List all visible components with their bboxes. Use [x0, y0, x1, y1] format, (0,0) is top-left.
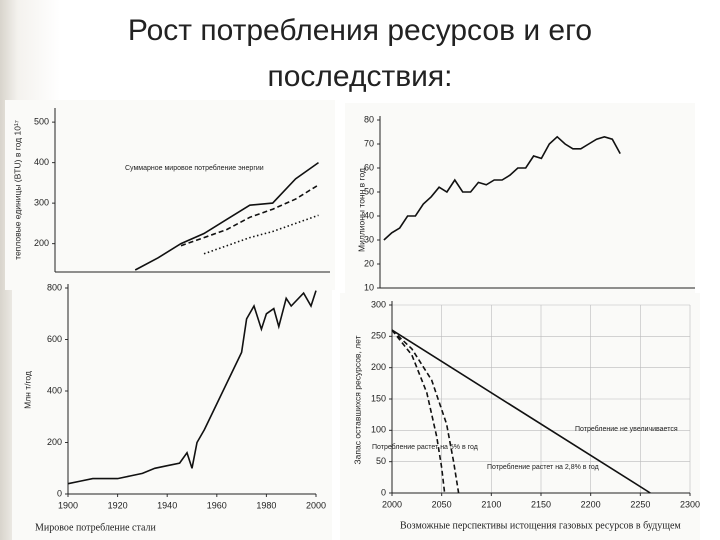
data-line — [391, 329, 651, 494]
x-tick-label: 2250 — [630, 499, 650, 509]
data-line — [67, 290, 317, 485]
chart-background — [345, 103, 695, 295]
y-tick-label: 800 — [47, 282, 62, 292]
x-tick-label: 2300 — [680, 499, 700, 509]
data-line — [203, 214, 319, 255]
y-axis-label: Млн т/год — [22, 371, 32, 409]
x-tick-label: 2000 — [382, 499, 402, 509]
y-tick-label: 100 — [371, 425, 386, 435]
y-tick-label: 10 — [364, 282, 374, 292]
y-tick-label: 200 — [371, 362, 386, 372]
y-tick-label: 70 — [364, 138, 374, 148]
y-tick-label: 0 — [381, 487, 386, 497]
slide-title: Рост потребления ресурсов и его последст… — [127, 14, 593, 93]
x-tick-label: 2050 — [432, 499, 452, 509]
x-tick-label: 1980 — [256, 500, 276, 510]
x-tick-label: 2000 — [306, 500, 326, 510]
annotation: Суммарное мировое потребление энергии — [125, 164, 264, 172]
y-axis-label: Миллионы тонн в год — [356, 168, 366, 252]
y-tick-label: 300 — [371, 299, 386, 309]
data-line — [134, 161, 319, 271]
y-tick-label: 600 — [47, 334, 62, 344]
x-tick-label: 1920 — [108, 500, 128, 510]
data-line — [391, 329, 446, 494]
series-label: Потребление не увеличивается — [575, 425, 678, 433]
y-tick-label: 150 — [371, 393, 386, 403]
y-tick-label: 30 — [364, 234, 374, 244]
data-line — [391, 329, 460, 494]
y-tick-label: 200 — [34, 238, 49, 248]
x-tick-label: 1960 — [207, 500, 227, 510]
y-tick-label: 300 — [34, 198, 49, 208]
y-axis-label: тепловые единицы (BTU) в год 10¹⁷ — [12, 120, 22, 260]
series-label: Потребление растет на 5% в год — [372, 443, 478, 451]
y-tick-label: 400 — [34, 157, 49, 167]
y-tick-label: 60 — [364, 162, 374, 172]
x-tick-label: 1900 — [58, 500, 78, 510]
y-tick-label: 50 — [376, 456, 386, 466]
y-tick-label: 250 — [371, 331, 386, 341]
data-line — [180, 184, 319, 247]
y-tick-label: 20 — [364, 258, 374, 268]
caption: Возможные перспективы истощения газовых … — [400, 520, 681, 531]
y-tick-label: 40 — [364, 210, 374, 220]
data-line — [383, 135, 621, 241]
x-tick-label: 2150 — [531, 499, 551, 509]
chart-background — [12, 278, 332, 540]
chart-background — [340, 293, 700, 540]
x-tick-label: 1940 — [157, 500, 177, 510]
y-tick-label: 0 — [57, 488, 62, 498]
y-tick-label: 500 — [34, 117, 49, 127]
x-tick-label: 2200 — [581, 499, 601, 509]
x-tick-label: 2100 — [481, 499, 501, 509]
y-tick-label: 400 — [47, 385, 62, 395]
y-tick-label: 200 — [47, 437, 62, 447]
y-tick-label: 50 — [364, 186, 374, 196]
y-tick-label: 80 — [364, 114, 374, 124]
caption: Мировое потребление стали — [35, 522, 156, 533]
y-axis-label: Запас оставшихся ресурсов, лет — [352, 335, 362, 464]
series-label: Потребление растет на 2,8% в год — [487, 463, 599, 471]
